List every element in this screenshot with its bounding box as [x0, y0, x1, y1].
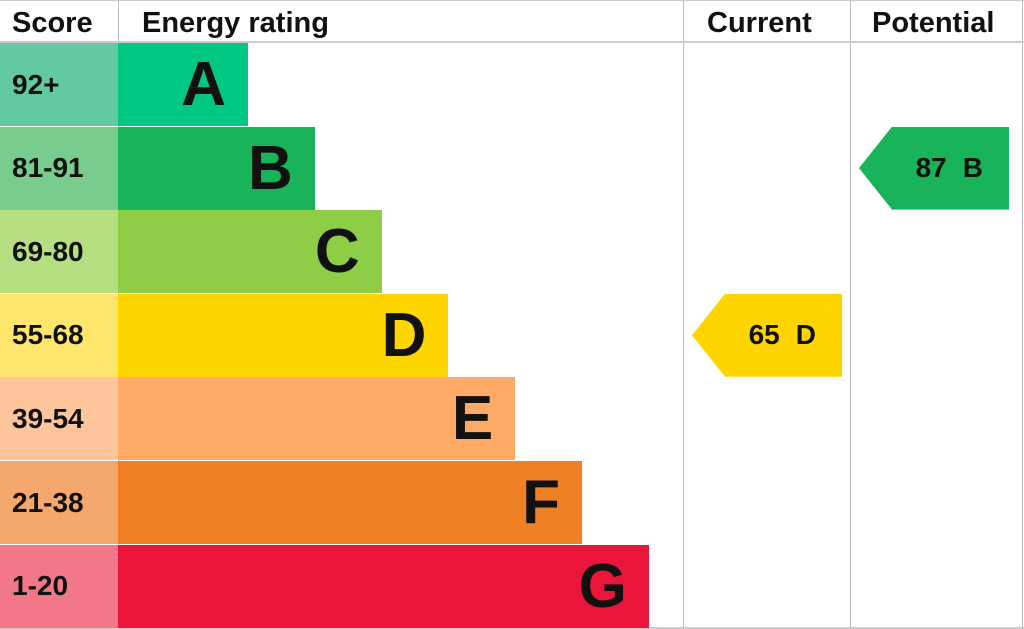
score-range-f: 21-38 [0, 461, 118, 544]
header-divider [0, 41, 1024, 43]
divider-current [683, 0, 684, 629]
rating-bar-g: G [118, 544, 649, 628]
header-energy-rating: Energy rating [142, 7, 329, 39]
current-rating-arrow: 65 D [692, 293, 842, 377]
score-range-c: 69-80 [0, 210, 118, 294]
potential-letter: B [962, 152, 983, 184]
rating-bar-b: B [118, 126, 315, 210]
divider-potential [850, 0, 851, 629]
border-top [0, 0, 1024, 1]
rating-bar-e: E [118, 377, 516, 461]
rating-bar-d: D [118, 293, 449, 377]
potential-value: 87 [915, 152, 947, 184]
current-letter: D [795, 319, 816, 351]
score-range-d: 55-68 [0, 293, 118, 377]
border-right [1022, 0, 1023, 629]
border-bottom [0, 627, 1024, 629]
score-range-e: 39-54 [0, 377, 118, 461]
header-score: Score [12, 7, 93, 39]
rating-bar-f: F [118, 461, 582, 544]
score-range-g: 1-20 [0, 544, 118, 628]
score-range-b: 81-91 [0, 126, 118, 210]
header-current: Current [707, 7, 812, 39]
rating-bar-c: C [118, 210, 382, 294]
score-range-a: 92+ [0, 43, 118, 126]
potential-rating-arrow: 87 B [859, 126, 1009, 210]
current-value: 65 [748, 319, 780, 351]
rating-bar-a: A [118, 43, 248, 126]
header-potential: Potential [872, 7, 995, 39]
